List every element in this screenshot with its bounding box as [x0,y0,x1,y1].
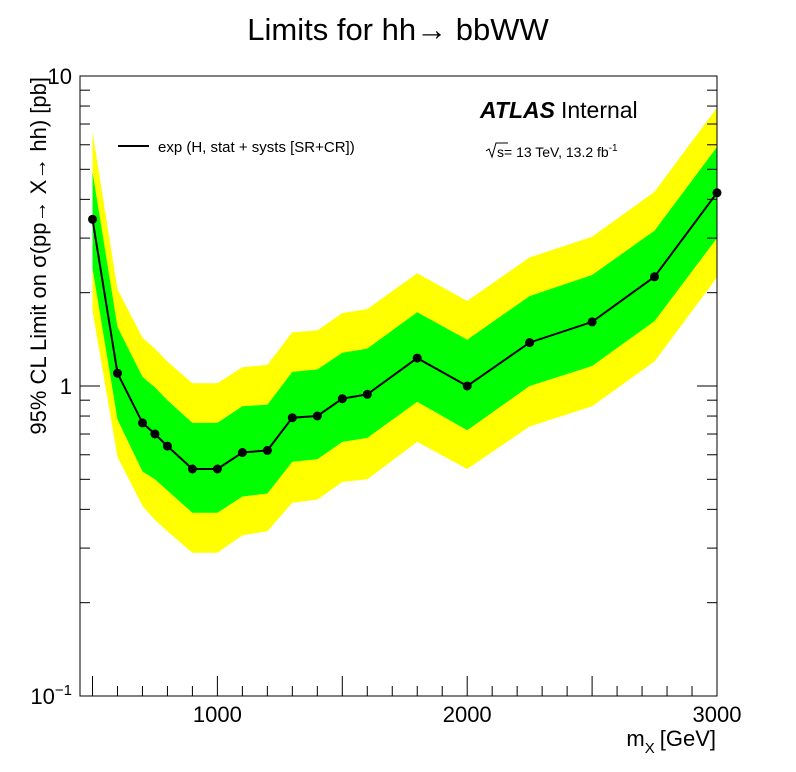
data-point [187,464,197,474]
chart-title: Limits for hh→ bbWW [247,12,549,47]
x-axis-label-main: m [626,726,644,751]
data-point [650,272,659,282]
data-point [162,441,172,451]
data-point [138,418,147,428]
y-tick-label: 10 [48,64,72,89]
atlas-experiment: ATLAS [479,97,556,123]
energy-text: = 13 TeV, 13.2 fb [504,144,609,160]
data-point [150,429,160,439]
x-tick-label: 3000 [693,702,742,727]
data-point [212,464,222,474]
data-point [587,317,597,327]
atlas-label: ATLAS Internal [479,97,638,123]
data-point [412,353,422,363]
x-axis-label-unit: [GeV] [660,726,716,751]
band-1sigma [92,147,717,513]
data-point [237,448,247,457]
tick-labels-layer: 1000 2000 3000 10−1 1 10 [30,64,741,727]
x-axis-label-sub: X [645,740,655,757]
energy-prefix: s [497,144,504,160]
svg-text:s= 13 TeV, 13.2 fb-1: s= 13 TeV, 13.2 fb-1 [497,143,618,160]
data-point [525,338,535,348]
sqrt-symbol [485,142,508,159]
x-axis-label: mX [GeV] [626,726,716,757]
data-point [287,413,297,423]
legend: exp (H, stat + systs [SR+CR]) [118,139,355,156]
ticks-layer [80,89,718,697]
data-point [312,411,322,421]
data-point [462,381,472,391]
data-point [113,368,122,378]
bands-layer [92,107,717,553]
y-tick-label: 10−1 [30,682,72,709]
data-point [362,389,372,399]
data-point [88,214,97,224]
energy-lumi-label: s= 13 TeV, 13.2 fb-1 [485,142,618,160]
x-tick-label: 2000 [443,702,492,727]
series-layer [88,188,722,474]
data-point [262,445,272,455]
x-tick-label: 1000 [193,702,242,727]
data-point [337,394,347,404]
atlas-status: Internal [561,97,638,123]
legend-entry-label: exp (H, stat + systs [SR+CR]) [158,139,355,156]
y-tick-label: 1 [60,374,72,399]
y-axis-label: 95% CL Limit on σ(pp→ X→ hh) [pb] [26,77,51,435]
lumi-exponent: -1 [609,143,618,154]
